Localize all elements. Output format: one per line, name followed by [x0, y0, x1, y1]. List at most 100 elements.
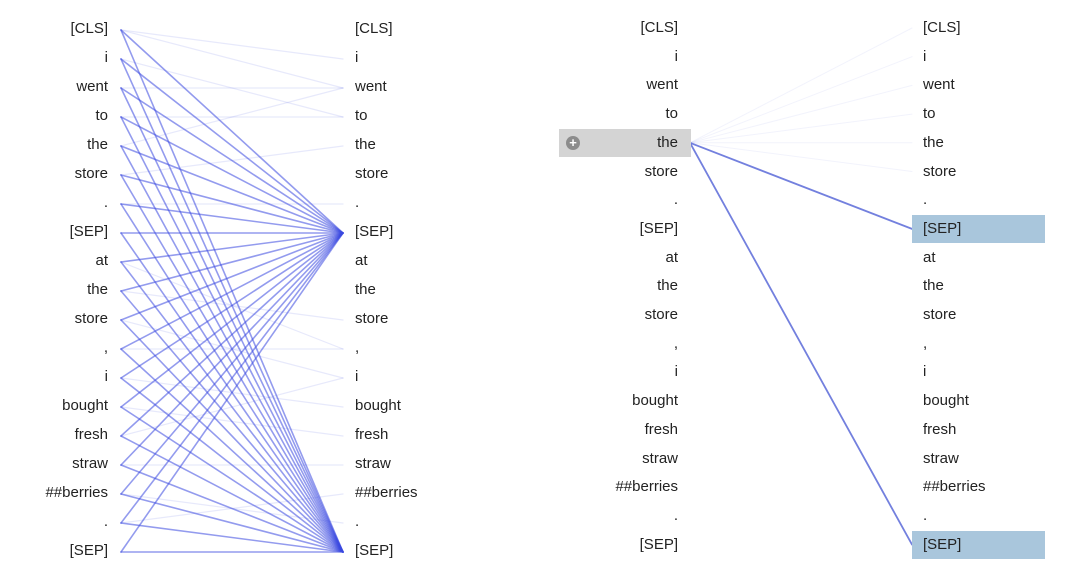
source-token[interactable]: [SEP]	[639, 535, 678, 553]
source-token[interactable]: at	[665, 248, 678, 266]
source-token[interactable]: [CLS]	[640, 19, 678, 36]
target-token[interactable]: the	[355, 281, 376, 298]
source-token[interactable]: ##berries	[45, 484, 108, 501]
source-token[interactable]: [SEP]	[69, 223, 108, 240]
source-token[interactable]: .	[103, 194, 108, 211]
source-token[interactable]: i	[674, 363, 678, 381]
attended-token-highlight	[912, 530, 1045, 559]
source-token[interactable]: fresh	[644, 420, 678, 438]
target-token[interactable]: fresh	[923, 420, 957, 438]
attention-line-to-sep-mid	[120, 232, 344, 408]
target-token[interactable]: i	[355, 49, 359, 66]
source-token[interactable]: bought	[632, 392, 678, 410]
attention-line-to-sep-mid	[120, 145, 344, 234]
target-token[interactable]: [SEP]	[923, 535, 962, 553]
faint-attention-line	[120, 58, 344, 118]
target-token[interactable]: to	[355, 107, 368, 124]
faint-attention-line	[689, 113, 913, 144]
source-token[interactable]: i	[674, 47, 678, 65]
source-token[interactable]: went	[646, 76, 678, 94]
attention-line-to-sep-end	[120, 348, 344, 553]
target-token[interactable]: i	[355, 368, 359, 385]
attention-line-to-sep-end	[120, 377, 344, 553]
attention-line-to-sep-mid	[120, 232, 344, 524]
target-token[interactable]: went	[355, 78, 387, 95]
source-token[interactable]: straw	[72, 455, 108, 472]
source-token[interactable]: ,	[673, 334, 678, 352]
target-token[interactable]: straw	[355, 455, 391, 472]
target-token[interactable]: [SEP]	[923, 219, 962, 237]
target-token[interactable]: i	[923, 47, 927, 65]
target-token[interactable]: bought	[923, 392, 969, 410]
attention-line-to-sep-end	[120, 290, 344, 553]
source-token[interactable]: i	[104, 368, 108, 385]
target-token[interactable]: fresh	[355, 426, 389, 443]
target-token[interactable]: ,	[923, 334, 928, 352]
target-token[interactable]: [SEP]	[355, 542, 394, 559]
source-token[interactable]: the	[87, 136, 108, 153]
target-token[interactable]: went	[923, 76, 955, 94]
source-token[interactable]: [SEP]	[69, 542, 108, 559]
attention-line-to-sep-mid	[120, 232, 344, 466]
selected-token-highlight[interactable]	[559, 128, 691, 157]
source-token[interactable]: store	[74, 165, 108, 182]
source-token[interactable]: the	[657, 133, 678, 151]
target-token[interactable]: i	[923, 363, 927, 381]
target-token[interactable]: straw	[923, 449, 959, 467]
target-token[interactable]: store	[923, 162, 957, 180]
source-token[interactable]: straw	[642, 449, 678, 467]
target-token[interactable]: ##berries	[923, 478, 986, 496]
attention-line-to-sep-mid	[120, 174, 344, 234]
target-token[interactable]: at	[923, 248, 936, 266]
source-token[interactable]: [SEP]	[639, 219, 678, 237]
target-token[interactable]: bought	[355, 397, 401, 414]
attention-view-all-heads: [CLS] [CLS] i i went went to to the the store store…	[0, 0, 520, 585]
source-token[interactable]: went	[76, 78, 108, 95]
source-token[interactable]: .	[103, 513, 108, 530]
target-token[interactable]: [SEP]	[355, 223, 394, 240]
attention-line-to-sep-mid	[120, 203, 344, 234]
target-token[interactable]: .	[923, 506, 928, 524]
attention-line-to-sep-end	[120, 261, 344, 553]
faint-attention-line	[689, 56, 913, 144]
source-token[interactable]: ,	[103, 339, 108, 356]
target-token[interactable]: [CLS]	[923, 19, 961, 36]
source-token[interactable]: ##berries	[615, 478, 678, 496]
attention-line-to-sep-end	[120, 522, 344, 553]
target-token[interactable]: to	[923, 105, 936, 123]
source-token[interactable]: at	[95, 252, 108, 269]
source-token[interactable]: i	[104, 49, 108, 66]
attention-line-to-sep-mid	[120, 58, 344, 234]
target-token[interactable]: .	[355, 513, 360, 530]
source-token[interactable]: store	[74, 310, 108, 327]
target-token[interactable]: at	[355, 252, 368, 269]
target-token[interactable]: the	[923, 277, 944, 295]
source-token[interactable]: .	[673, 191, 678, 209]
target-token[interactable]: the	[355, 136, 376, 153]
attention-line-to-sep-mid	[120, 232, 344, 321]
target-token[interactable]: store	[923, 306, 957, 323]
source-token[interactable]: .	[673, 506, 678, 524]
source-token[interactable]: store	[644, 306, 678, 323]
target-token[interactable]: store	[355, 310, 389, 327]
plus-circle-icon[interactable]: +	[566, 135, 580, 150]
attention-line-to-sep-mid	[120, 87, 344, 234]
target-token[interactable]: ,	[355, 339, 360, 356]
target-token[interactable]: .	[355, 194, 360, 211]
source-token[interactable]: bought	[62, 397, 108, 414]
source-token[interactable]: [CLS]	[70, 20, 108, 37]
attention-line-to-sep-end	[120, 464, 344, 553]
attention-line-to-sep-mid	[120, 232, 344, 292]
source-token[interactable]: to	[95, 107, 108, 124]
source-token[interactable]: the	[87, 281, 108, 298]
target-token[interactable]: [CLS]	[355, 20, 393, 37]
target-token[interactable]: store	[355, 165, 389, 182]
target-token[interactable]: ##berries	[355, 484, 418, 501]
target-token[interactable]: the	[923, 133, 944, 151]
attention-line-to-sep-mid	[120, 232, 344, 350]
target-token[interactable]: .	[923, 191, 928, 209]
source-token[interactable]: to	[665, 105, 678, 123]
source-token[interactable]: the	[657, 277, 678, 295]
source-token[interactable]: fresh	[74, 426, 108, 443]
source-token[interactable]: store	[644, 162, 678, 180]
